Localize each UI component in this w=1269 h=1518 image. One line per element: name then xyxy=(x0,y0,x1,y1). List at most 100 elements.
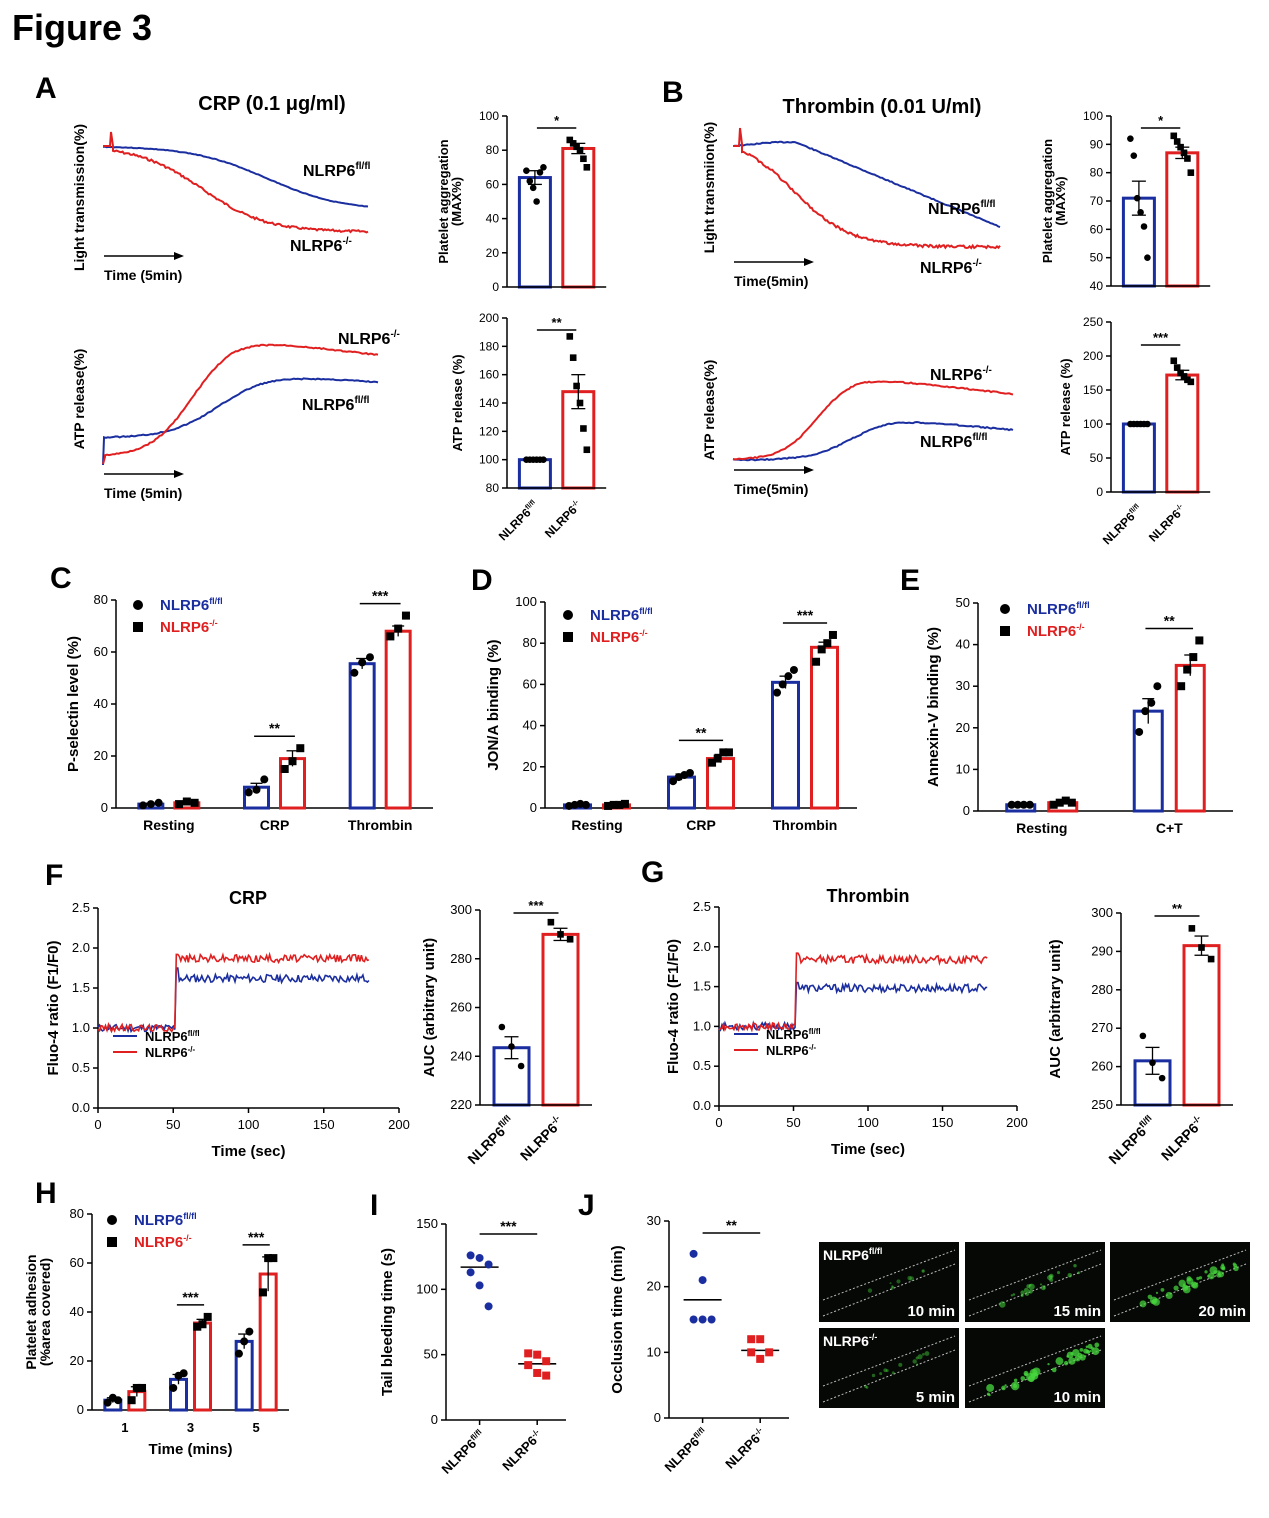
y-tick-label: 160 xyxy=(479,368,499,382)
significance-label: ** xyxy=(1172,901,1183,916)
y-tick-label: 70 xyxy=(1090,194,1104,208)
chart-F_line: 0.0 0.5 1.0 1.5 2.0 2.5 0 50 100 150 200 Time (sec)… xyxy=(45,900,410,1160)
y-tick-label: 1.0 xyxy=(693,1018,711,1033)
chart-E: 0 10 20 30 40 50 Annexin-V binding (%) Resting C… xyxy=(925,595,1233,836)
significance-label: *** xyxy=(797,607,814,623)
trace-line xyxy=(103,145,369,208)
y-tick-label: 300 xyxy=(450,902,472,917)
data-point xyxy=(139,801,148,810)
trace-label: NLRP6-/- xyxy=(920,258,982,277)
data-point xyxy=(1025,800,1034,809)
thrombus-spot xyxy=(1221,1266,1226,1271)
data-point xyxy=(1144,254,1151,261)
data-point xyxy=(1137,209,1144,216)
thrombus-spot xyxy=(1067,1272,1073,1278)
data-point xyxy=(296,744,305,753)
trace-line xyxy=(732,420,1014,462)
legend-label: NLRP6fl/fl xyxy=(134,1211,197,1229)
x-tick-label: NLRP6fl/fl xyxy=(496,498,541,543)
thrombus-spot xyxy=(999,1301,1006,1308)
thrombus-spot xyxy=(889,1282,892,1285)
thrombus-spot xyxy=(1040,1285,1046,1291)
y-tick-label: 200 xyxy=(479,311,499,325)
thrombus-spot xyxy=(1049,1277,1054,1282)
x-tick-label: NLRP6fl/fl xyxy=(661,1426,710,1475)
thrombus-spot xyxy=(1012,1293,1016,1296)
thrombus-spot xyxy=(912,1359,917,1364)
thrombus-spot xyxy=(883,1368,888,1373)
data-point xyxy=(1207,955,1215,963)
x-axis-label: Time (sec) xyxy=(212,1143,286,1160)
data-point xyxy=(1000,604,1010,614)
data-point xyxy=(580,425,587,432)
chart-A_agg_bar: 0 20 40 60 80 100 Platelet aggregation(MAX%) * xyxy=(436,109,607,294)
data-point xyxy=(394,624,403,633)
significance-label: *** xyxy=(182,1289,199,1305)
micrograph-grid: 10 min NLRP6fl/fl 15 min 20 min 5 min NLRP6-/… xyxy=(819,1242,1250,1408)
legend-label: NLRP6-/- xyxy=(766,1043,817,1058)
y-tick-label: 50 xyxy=(956,595,970,610)
y-tick-label: 60 xyxy=(523,676,537,691)
x-tick-label: NLRP6-/- xyxy=(1157,1113,1207,1163)
y-tick-label: 150 xyxy=(416,1216,438,1231)
thrombus-spot xyxy=(1190,1281,1198,1288)
significance-label: * xyxy=(554,113,560,128)
y-tick-label: 40 xyxy=(70,1304,84,1319)
y-tick-label: 280 xyxy=(1091,982,1113,997)
thrombus-spot xyxy=(879,1372,883,1376)
thrombus-spot xyxy=(1173,1285,1179,1291)
time-label: Time (5min) xyxy=(104,267,182,283)
legend-label: NLRP6fl/fl xyxy=(590,606,653,624)
vessel-wall xyxy=(1113,1249,1247,1301)
data-point xyxy=(190,798,199,807)
trace-line xyxy=(102,377,379,466)
significance-label: ** xyxy=(696,724,707,740)
thrombus-spot xyxy=(1001,1385,1006,1391)
thrombus-spot xyxy=(1218,1271,1225,1278)
data-point xyxy=(1177,682,1186,691)
arrow-head xyxy=(174,470,184,478)
data-point xyxy=(484,1302,493,1311)
y-tick-label: 140 xyxy=(479,396,499,410)
x-tick-label: NLRP6-/- xyxy=(516,1113,566,1163)
data-point xyxy=(542,1371,551,1380)
panel-title-b: Thrombin (0.01 U/ml) xyxy=(783,96,982,118)
panel-letter-d: D xyxy=(471,564,493,597)
data-point xyxy=(1170,357,1178,365)
data-point xyxy=(724,748,733,757)
y-tick-label: 40 xyxy=(486,212,500,226)
thrombus-spot xyxy=(1039,1283,1042,1286)
y-tick-label: 100 xyxy=(479,109,499,123)
data-point xyxy=(1127,135,1134,142)
panel-letter-f: F xyxy=(45,859,63,892)
y-axis-label: Occlusion time (min) xyxy=(609,1245,626,1393)
data-point xyxy=(1133,194,1141,202)
y-tick-label: 90 xyxy=(1090,137,1104,151)
thrombus-spot xyxy=(1066,1351,1074,1359)
thrombus-spot xyxy=(1020,1293,1024,1298)
micrograph: 15 min xyxy=(965,1242,1105,1322)
y-tick-label: 80 xyxy=(486,143,500,157)
data-point xyxy=(615,800,624,809)
bar xyxy=(1165,373,1200,494)
trace-panel: ATP release(%) Time(5min) NLRP6-/- NLRP6fl/… xyxy=(701,360,1014,497)
data-point xyxy=(1173,138,1181,145)
y-tick-label: 290 xyxy=(1091,943,1113,958)
data-point xyxy=(1189,653,1198,662)
trace-line xyxy=(103,131,369,234)
y-tick-label: 50 xyxy=(1090,451,1104,465)
data-point xyxy=(576,399,584,407)
y-tick-label: 20 xyxy=(486,246,500,260)
bar xyxy=(541,932,580,1107)
data-point xyxy=(484,1260,493,1269)
y-tick-label: 0 xyxy=(101,800,108,815)
x-tick-label: 50 xyxy=(166,1117,180,1132)
thrombus-spot xyxy=(915,1356,919,1360)
figure-title: Figure 3 xyxy=(12,7,152,48)
data-point xyxy=(264,1254,273,1263)
y-tick-label: 20 xyxy=(70,1353,84,1368)
legend-label: NLRP6fl/fl xyxy=(160,596,223,614)
trace-label: NLRP6fl/fl xyxy=(302,395,370,414)
data-point xyxy=(526,177,534,185)
data-point xyxy=(107,1215,117,1225)
